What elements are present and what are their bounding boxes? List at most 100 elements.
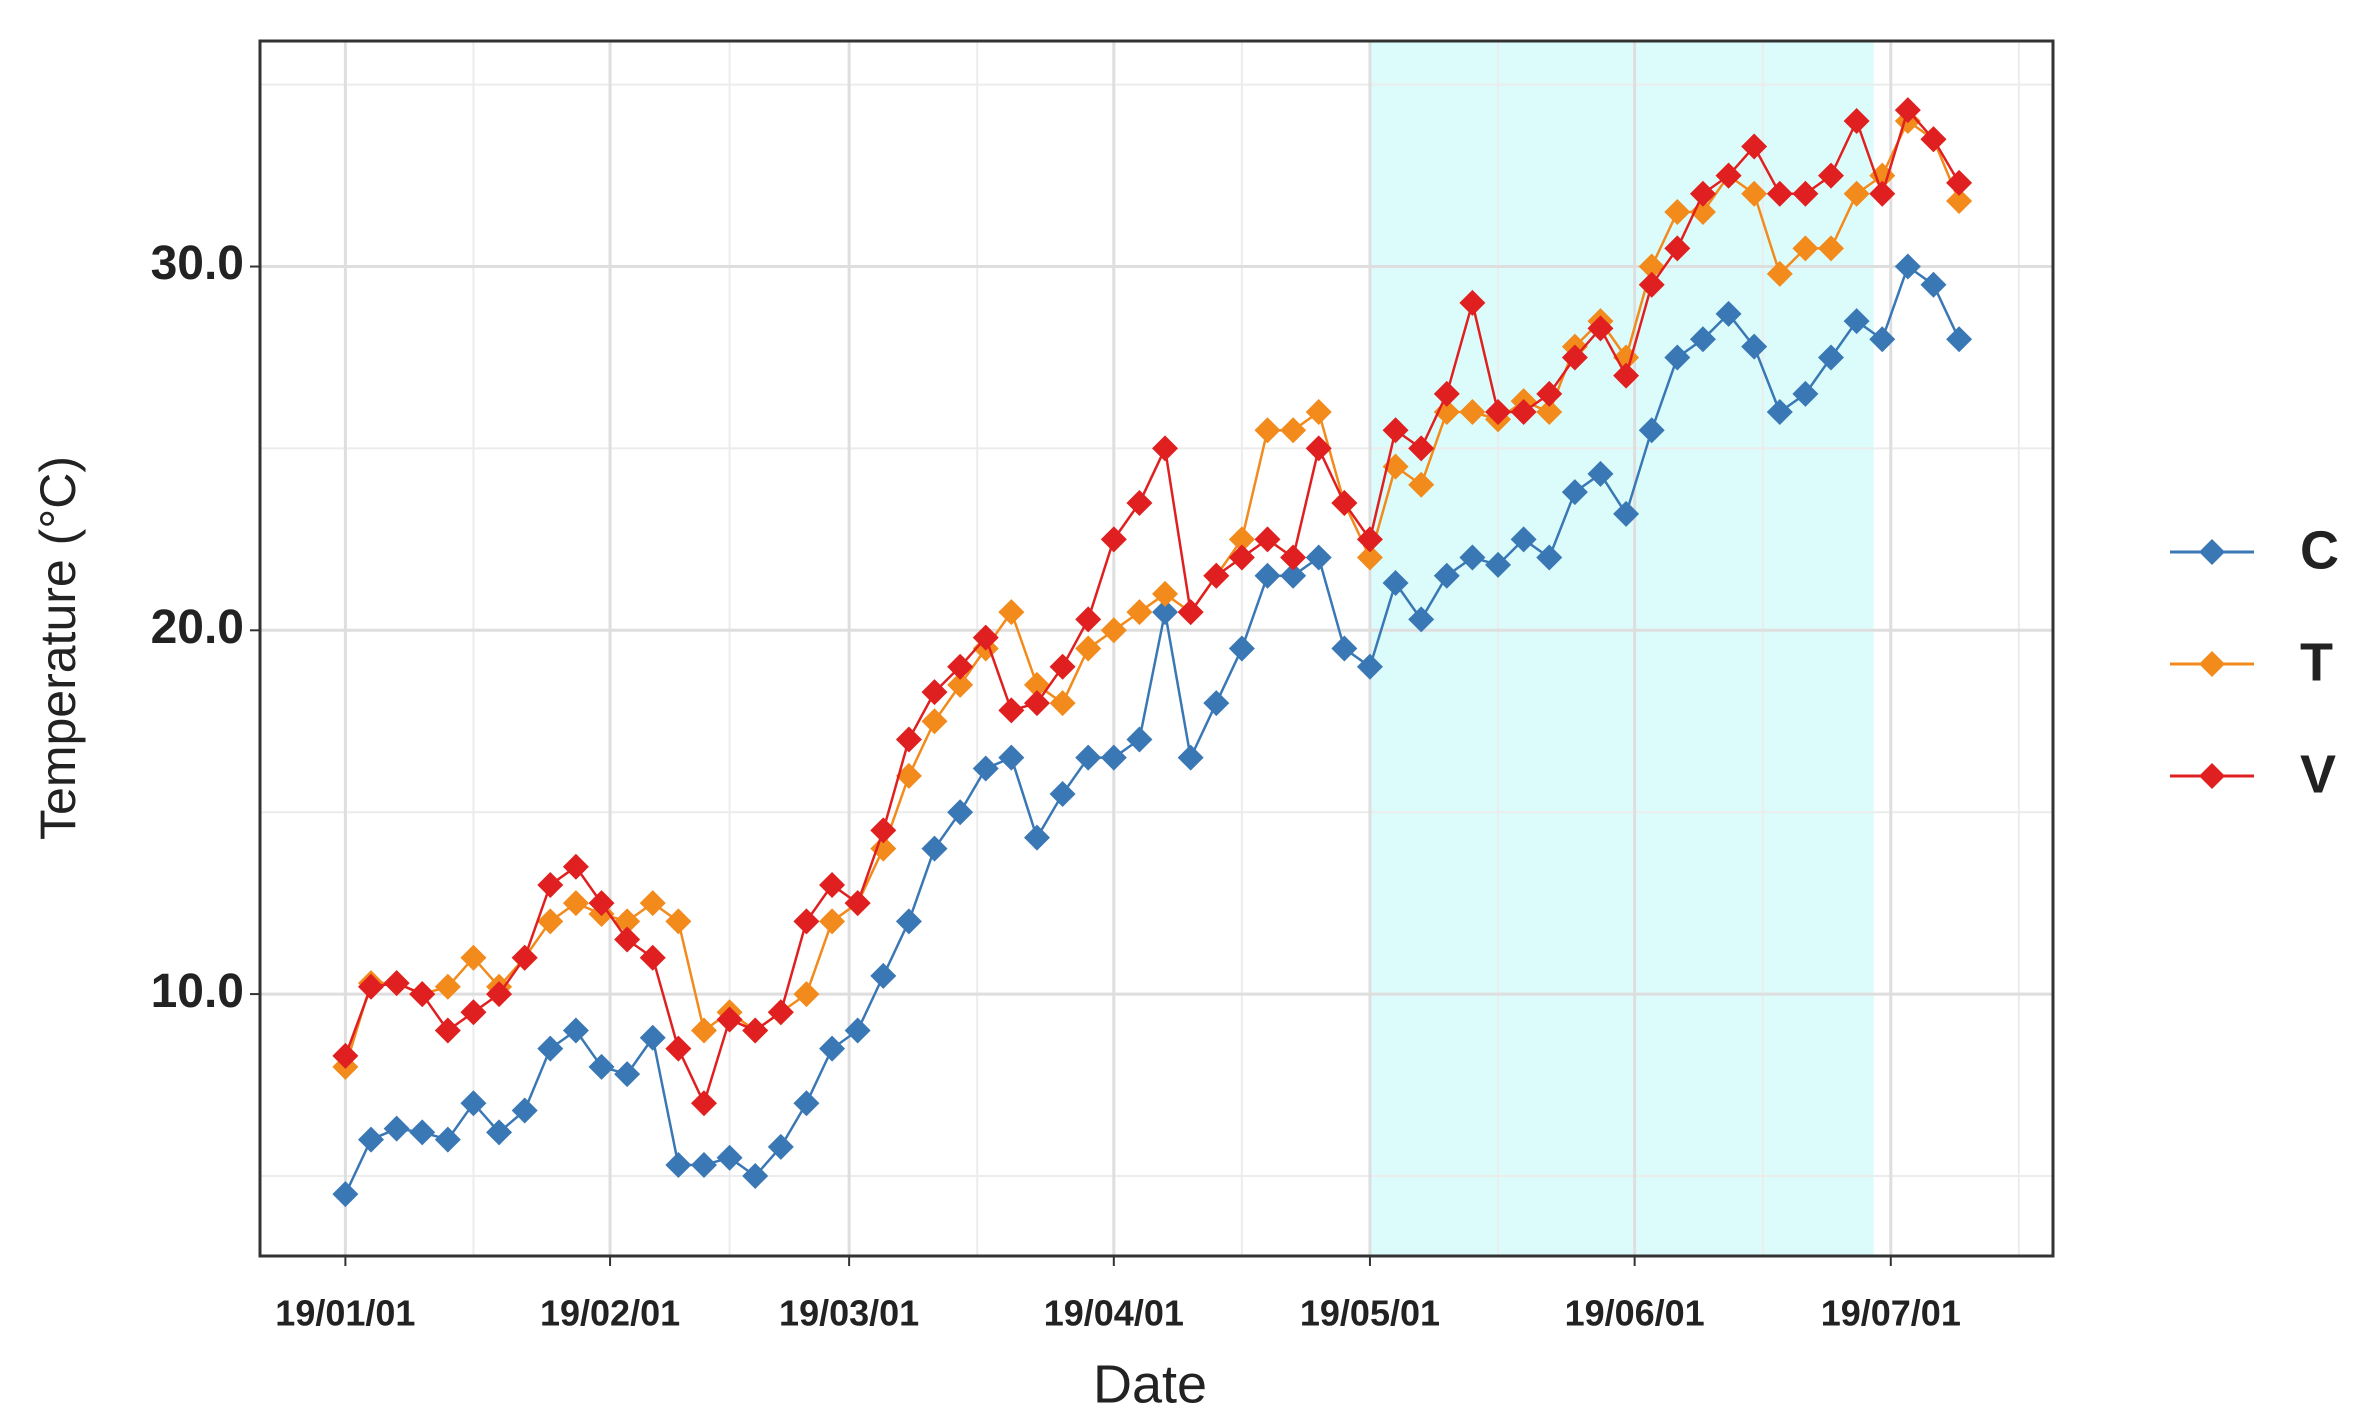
data-point	[793, 981, 820, 1008]
data-point	[1561, 344, 1588, 371]
data-point	[639, 1024, 666, 1051]
data-point	[1689, 326, 1716, 353]
data-point	[947, 653, 974, 680]
data-point	[895, 908, 922, 935]
data-point	[1331, 635, 1358, 662]
data-point	[998, 744, 1025, 771]
data-point	[511, 944, 538, 971]
data-point	[870, 962, 897, 989]
data-point	[1459, 544, 1486, 571]
legend-label: V	[2300, 744, 2336, 804]
data-point	[1946, 326, 1973, 353]
data-point	[1946, 169, 1973, 196]
data-point	[1741, 333, 1768, 360]
plot-border	[258, 39, 2055, 1258]
data-point	[588, 890, 615, 917]
data-point	[1664, 344, 1691, 371]
data-point	[742, 1017, 769, 1044]
data-point	[972, 624, 999, 651]
data-point	[1766, 180, 1793, 207]
data-point	[460, 999, 487, 1026]
data-point	[1100, 526, 1127, 553]
data-point	[1664, 198, 1691, 225]
data-point	[998, 599, 1025, 626]
data-point	[1228, 635, 1255, 662]
y-tick-label: 20.0	[151, 601, 244, 654]
data-point	[588, 1053, 615, 1080]
series-line	[344, 264, 1961, 1195]
x-tick-label: 19/03/01	[779, 1293, 919, 1334]
data-point	[690, 1090, 717, 1117]
data-point	[511, 1097, 538, 1124]
data-point	[409, 1119, 436, 1146]
data-point	[460, 1090, 487, 1117]
data-point	[1305, 544, 1332, 571]
data-point	[1433, 380, 1460, 407]
data-point	[870, 835, 897, 862]
data-point	[1869, 180, 1896, 207]
data-point	[1356, 526, 1383, 553]
data-point	[1715, 162, 1742, 189]
data-point	[1126, 726, 1153, 753]
data-point	[1485, 551, 1512, 578]
data-point	[332, 1181, 359, 1208]
data-point	[1356, 544, 1383, 571]
data-point	[1126, 489, 1153, 516]
data-point	[562, 1017, 589, 1044]
data-point	[665, 1035, 692, 1062]
data-point	[1049, 653, 1076, 680]
data-point	[1587, 315, 1614, 342]
data-point	[742, 1162, 769, 1189]
data-point	[665, 1152, 692, 1179]
x-tick-label: 19/05/01	[1300, 1293, 1440, 1334]
data-point	[562, 890, 589, 917]
data-point	[1818, 344, 1845, 371]
data-point	[895, 762, 922, 789]
data-point	[1126, 599, 1153, 626]
data-point	[1536, 380, 1563, 407]
data-point	[409, 981, 436, 1008]
data-point	[1459, 289, 1486, 316]
data-point	[1664, 235, 1691, 262]
data-point	[1228, 544, 1255, 571]
data-point	[1510, 526, 1537, 553]
data-point	[1689, 180, 1716, 207]
data-point	[1408, 471, 1435, 498]
data-point	[1254, 562, 1281, 589]
data-point	[1382, 417, 1409, 444]
data-point	[537, 871, 564, 898]
data-point	[1792, 180, 1819, 207]
data-point	[1638, 417, 1665, 444]
data-point	[819, 871, 846, 898]
data-point	[870, 817, 897, 844]
data-point	[1536, 544, 1563, 571]
data-point	[1894, 253, 1921, 280]
legend-marker	[2199, 651, 2225, 677]
data-point	[1638, 253, 1665, 280]
data-point	[486, 981, 513, 1008]
data-point	[357, 1126, 384, 1153]
legend-marker	[2199, 763, 2225, 789]
data-point	[537, 1035, 564, 1062]
data-point	[819, 908, 846, 935]
y-tick-label: 30.0	[151, 237, 244, 290]
data-point	[895, 726, 922, 753]
data-point	[486, 1119, 513, 1146]
data-point	[434, 973, 461, 1000]
data-point	[1843, 108, 1870, 135]
legend-marker	[2199, 539, 2225, 565]
data-point	[1741, 133, 1768, 160]
data-point	[1382, 570, 1409, 597]
data-point	[793, 908, 820, 935]
data-point	[1766, 399, 1793, 426]
data-point	[1100, 617, 1127, 644]
data-point	[998, 697, 1025, 724]
data-point	[1433, 562, 1460, 589]
data-point	[1894, 97, 1921, 124]
data-point	[1843, 308, 1870, 335]
data-point	[1485, 399, 1512, 426]
data-point	[767, 1133, 794, 1160]
data-point	[690, 1152, 717, 1179]
data-point	[690, 1017, 717, 1044]
data-point	[921, 835, 948, 862]
